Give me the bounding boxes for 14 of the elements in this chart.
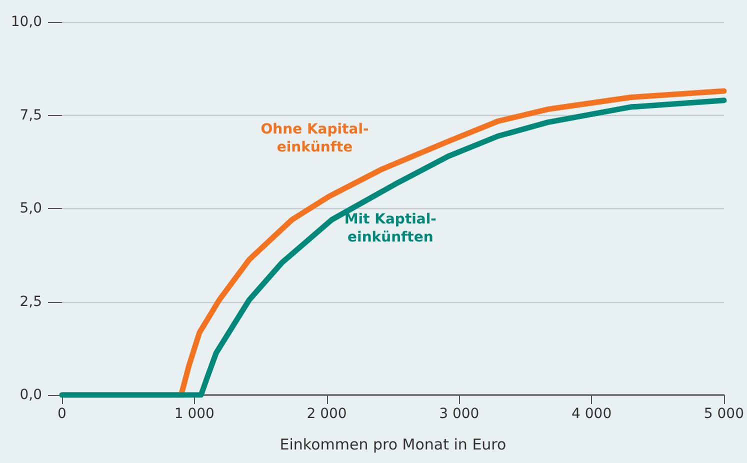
y-tick-label: 2,5 <box>20 294 42 310</box>
y-tick-label: 10,0 <box>10 14 42 30</box>
x-tick-label: 5 000 <box>704 406 744 422</box>
x-tick-label: 3 000 <box>439 406 480 422</box>
x-tick-label: 0 <box>58 406 66 422</box>
y-tick-label: 5,0 <box>20 200 42 216</box>
y-tick-label: 0,0 <box>20 387 42 403</box>
x-tick-label: 1 000 <box>174 406 214 422</box>
x-tick-label: 2 000 <box>306 406 347 422</box>
series-label: Mit Kaptial- einkünften <box>344 211 437 246</box>
x-axis-title: Einkommen pro Monat in Euro <box>280 436 506 454</box>
x-tick-label: 4 000 <box>572 406 612 422</box>
y-tick-label: 7,5 <box>20 107 42 124</box>
series-label: Ohne Kapital- einkünfte <box>260 122 369 156</box>
